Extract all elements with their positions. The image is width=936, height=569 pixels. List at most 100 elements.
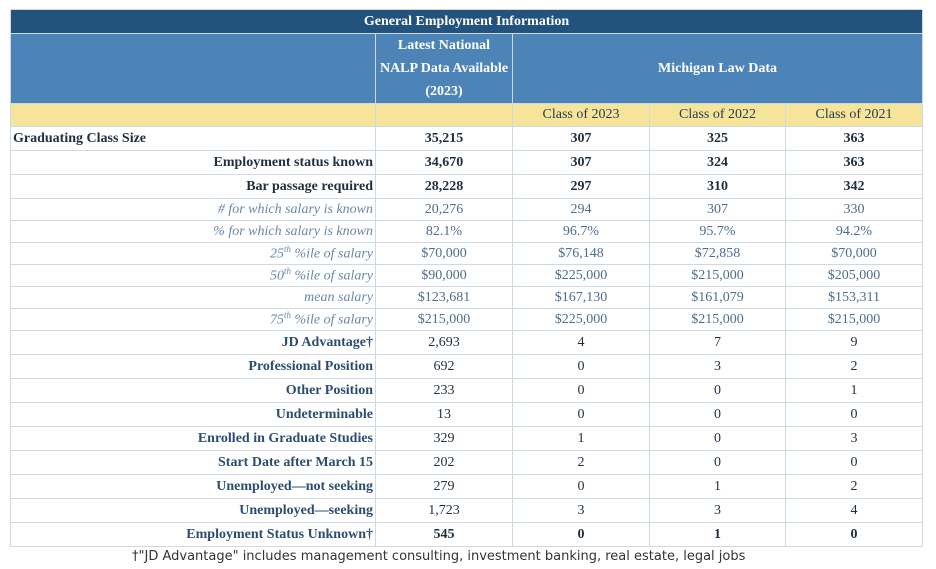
label-suffix: th — [283, 244, 291, 255]
data-row: # for which salary is known 20,276 294 307 3… — [10, 198, 924, 221]
cell-value: 363 — [784, 150, 924, 175]
header-row: Latest National NALP Data Available (2023)… — [10, 33, 924, 104]
footnote: †"JD Advantage" includes management cons… — [132, 549, 746, 564]
cell-value: 3 — [649, 354, 786, 379]
cell-value: $167,130 — [512, 286, 650, 309]
employment-table-wrap: General Employment Information Latest Na… — [9, 9, 924, 547]
row-label: Employment status known — [10, 150, 376, 175]
data-row: Professional Position 692 0 3 2 — [10, 354, 924, 379]
class-row: Class of 2023 Class of 2022 Class of 202… — [10, 103, 924, 127]
row-label: % for which salary is known — [10, 220, 376, 243]
cell-value: 0 — [649, 378, 786, 403]
data-row: Graduating Class Size 35,215 307 325 363 — [10, 126, 924, 151]
header-line: Latest National — [397, 38, 491, 53]
cell-value: 297 — [512, 174, 650, 199]
cell-value: $72,858 — [649, 242, 786, 265]
cell-value: 329 — [375, 426, 513, 451]
cell-value: 0 — [512, 378, 650, 403]
cell-value: 0 — [784, 402, 924, 427]
cell-value: 0 — [649, 450, 786, 475]
national-header: Latest National NALP Data Available (2023) — [375, 33, 513, 104]
title-row: General Employment Information — [9, 9, 924, 34]
data-row: Bar passage required 28,228 297 310 342 — [10, 174, 924, 199]
cell-value: 0 — [784, 450, 924, 475]
row-label: 75th %ile of salary — [10, 308, 376, 331]
table-title: General Employment Information — [9, 9, 924, 34]
cell-value: $153,311 — [784, 286, 924, 309]
data-row: Unemployed—not seeking 279 0 1 2 — [10, 474, 924, 499]
data-row: 25th %ile of salary $70,000 $76,148 $72,858… — [10, 242, 924, 265]
cell-value: $215,000 — [649, 308, 786, 331]
cell-value: 2 — [784, 354, 924, 379]
cell-value: 0 — [784, 522, 924, 547]
cell-value: 9 — [784, 330, 924, 355]
cell-value: 95.7% — [649, 220, 786, 243]
cell-value: $76,148 — [512, 242, 650, 265]
cell-value: 279 — [375, 474, 513, 499]
cell-value: $70,000 — [375, 242, 513, 265]
label-text: %ile of salary — [294, 246, 373, 262]
row-label: Unemployed—not seeking — [10, 474, 376, 499]
cell-value: 28,228 — [375, 174, 513, 199]
data-row: Employment status known 34,670 307 324 363 — [10, 150, 924, 175]
row-label: Other Position — [10, 378, 376, 403]
cell-value: 96.7% — [512, 220, 650, 243]
row-label: Undeterminable — [10, 402, 376, 427]
cell-value: 3 — [649, 498, 786, 523]
cell-value: 363 — [784, 126, 924, 151]
row-label: 25th %ile of salary — [10, 242, 376, 265]
cell-value: $225,000 — [512, 308, 650, 331]
cell-value: 3 — [512, 498, 650, 523]
cell-value: $161,079 — [649, 286, 786, 309]
cell-value: 7 — [649, 330, 786, 355]
cell-value: 1 — [649, 474, 786, 499]
data-row: % for which salary is known 82.1% 96.7% 95.… — [10, 220, 924, 243]
cell-value: 0 — [649, 426, 786, 451]
cell-value: 342 — [784, 174, 924, 199]
row-label: mean salary — [10, 286, 376, 309]
cell-value: 1,723 — [375, 498, 513, 523]
data-row: Other Position 233 0 0 1 — [10, 378, 924, 403]
class-header: Class of 2021 — [784, 103, 924, 127]
class-blank — [375, 103, 513, 127]
label-text: %ile of salary — [294, 268, 373, 284]
data-row: Unemployed—seeking 1,723 3 3 4 — [10, 498, 924, 523]
cell-value: 325 — [649, 126, 786, 151]
row-label: JD Advantage† — [10, 330, 376, 355]
row-label: Employment Status Unknown† — [10, 522, 376, 547]
cell-value: $205,000 — [784, 264, 924, 287]
row-label: Graduating Class Size — [10, 126, 376, 151]
cell-value: 35,215 — [375, 126, 513, 151]
cell-value: 545 — [375, 522, 513, 547]
cell-value: 94.2% — [784, 220, 924, 243]
cell-value: 0 — [512, 402, 650, 427]
cell-value: 307 — [649, 198, 786, 221]
cell-value: $90,000 — [375, 264, 513, 287]
cell-value: 1 — [649, 522, 786, 547]
label-number: 50 — [269, 268, 284, 284]
row-label: Enrolled in Graduate Studies — [10, 426, 376, 451]
cell-value: 20,276 — [375, 198, 513, 221]
data-row: 75th %ile of salary $215,000 $225,000 $215,… — [10, 308, 924, 331]
label-suffix: th — [283, 310, 291, 321]
cell-value: 330 — [784, 198, 924, 221]
cell-value: 0 — [649, 402, 786, 427]
label-suffix: th — [283, 266, 291, 277]
row-label: Start Date after March 15 — [10, 450, 376, 475]
cell-value: 0 — [512, 474, 650, 499]
cell-value: 233 — [375, 378, 513, 403]
label-number: 75 — [269, 312, 284, 328]
cell-value: 310 — [649, 174, 786, 199]
cell-value: 34,670 — [375, 150, 513, 175]
class-blank — [10, 103, 376, 127]
data-row: mean salary $123,681 $167,130 $161,079 $153,… — [10, 286, 924, 309]
cell-value: 202 — [375, 450, 513, 475]
header-line: NALP Data Available — [379, 61, 509, 76]
class-header: Class of 2022 — [649, 103, 786, 127]
cell-value: 2,693 — [375, 330, 513, 355]
cell-value: 13 — [375, 402, 513, 427]
row-label: Bar passage required — [10, 174, 376, 199]
cell-value: $215,000 — [375, 308, 513, 331]
data-row: Start Date after March 15 202 2 0 0 — [10, 450, 924, 475]
